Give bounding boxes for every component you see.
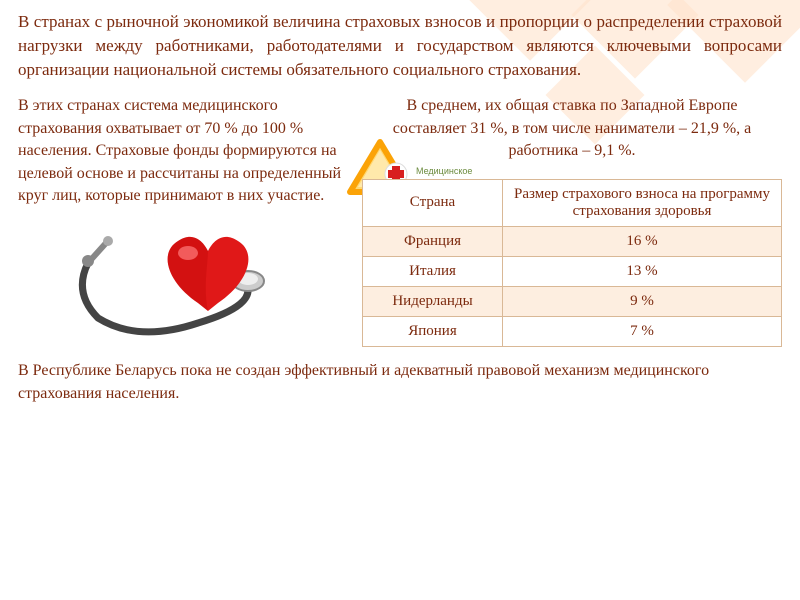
left-paragraph: В этих странах система медицинского стра… bbox=[18, 95, 348, 207]
middle-row: В этих странах система медицинского стра… bbox=[18, 95, 782, 348]
table-cell: 7 % bbox=[503, 316, 782, 346]
table-row: Япония7 % bbox=[363, 316, 782, 346]
table-header-rate: Размер страхового взноса на программу ст… bbox=[503, 179, 782, 226]
table-header-country: Страна bbox=[363, 179, 503, 226]
intro-text: В странах с рыночной экономикой величина… bbox=[18, 10, 782, 81]
table-cell: 13 % bbox=[503, 256, 782, 286]
footer-text: В Республике Беларусь пока не создан эфф… bbox=[18, 360, 782, 405]
table-cell: Франция bbox=[363, 226, 503, 256]
table-cell: 9 % bbox=[503, 286, 782, 316]
table-cell: Япония bbox=[363, 316, 503, 346]
table-cell: Нидерланды bbox=[363, 286, 503, 316]
table-row: Италия13 % bbox=[363, 256, 782, 286]
table-row: Франция16 % bbox=[363, 226, 782, 256]
heart-stethoscope-icon bbox=[58, 223, 348, 348]
contribution-table: Страна Размер страхового взноса на прогр… bbox=[362, 179, 782, 347]
table-row: Нидерланды9 % bbox=[363, 286, 782, 316]
table-cell: 16 % bbox=[503, 226, 782, 256]
left-column: В этих странах система медицинского стра… bbox=[18, 95, 348, 348]
right-column: В среднем, их общая ставка по Западной Е… bbox=[362, 95, 782, 348]
slide-content: В странах с рыночной экономикой величина… bbox=[0, 0, 800, 415]
table-cell: Италия bbox=[363, 256, 503, 286]
right-paragraph: В среднем, их общая ставка по Западной Е… bbox=[362, 95, 782, 162]
